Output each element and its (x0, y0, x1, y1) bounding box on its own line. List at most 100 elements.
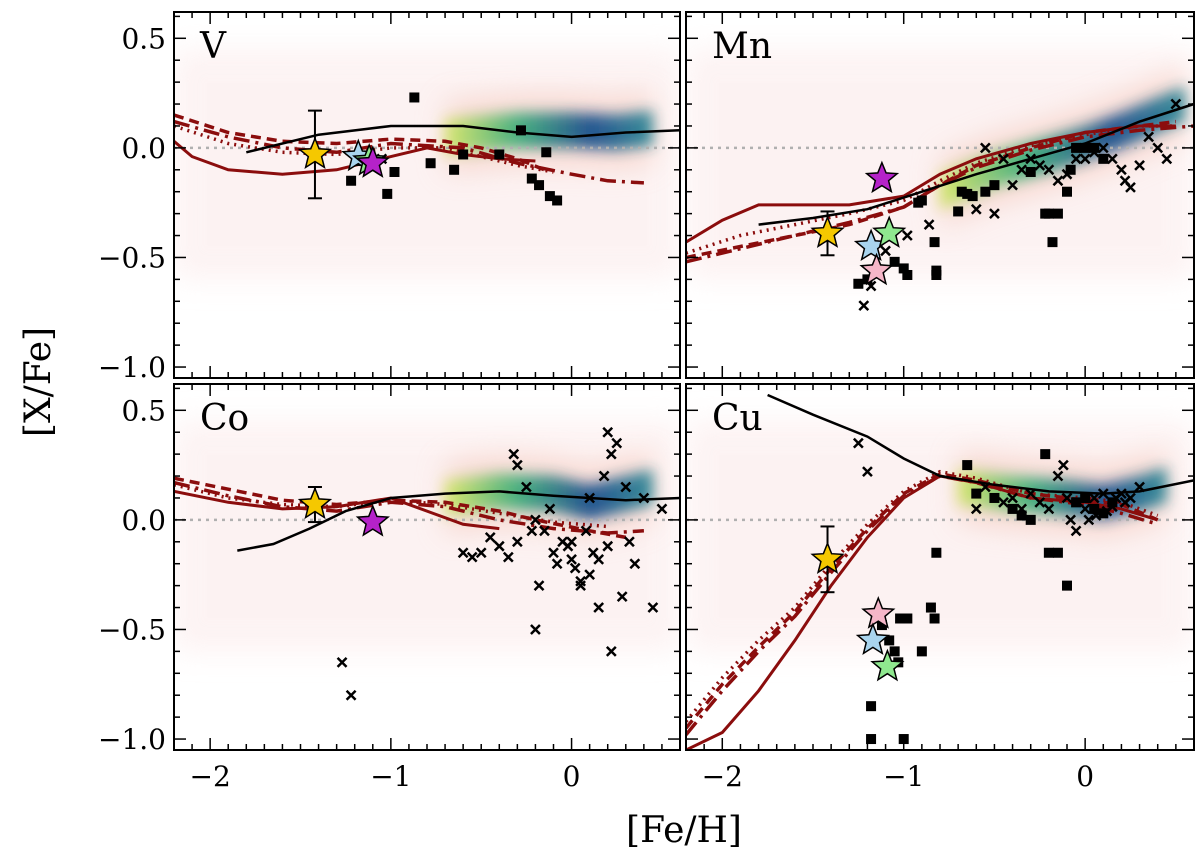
square-point (962, 188, 973, 199)
star-marker (297, 136, 333, 170)
cross-point (584, 569, 596, 581)
model-solid-line (686, 124, 1176, 244)
cross-point (638, 492, 650, 504)
square-point (1080, 492, 1091, 503)
cross-point (970, 203, 982, 215)
cross-point (1061, 492, 1073, 504)
cross-point (1143, 131, 1155, 143)
square-point (884, 635, 895, 646)
square-point (916, 195, 927, 206)
square-point (552, 195, 563, 206)
square-point (929, 613, 940, 624)
model-dashed-line (174, 476, 627, 540)
star-marker (870, 648, 905, 682)
cross-point (1007, 492, 1018, 504)
cross-point (345, 689, 357, 701)
square-point (989, 180, 1000, 191)
square-point (953, 206, 964, 217)
square-point (346, 175, 357, 186)
cross-point (998, 153, 1009, 165)
reference-line (758, 102, 1194, 226)
square-point (544, 191, 555, 202)
panel-label-cu: Cu (712, 398, 763, 439)
cross-point (1034, 496, 1046, 508)
star-marker (872, 215, 907, 248)
cross-point (880, 245, 891, 257)
square-point (534, 180, 545, 191)
square-point (1098, 153, 1109, 164)
cross-point (526, 525, 538, 537)
square-point (898, 263, 909, 274)
star-marker (355, 145, 390, 178)
cross-point (1088, 492, 1100, 504)
cross-point (539, 525, 550, 537)
x-tick-label: −1 (883, 760, 924, 793)
cross-point (1043, 164, 1055, 176)
square-point (916, 646, 927, 657)
cross-point (566, 536, 577, 548)
model-dotted-line (174, 124, 554, 174)
cross-point (1110, 492, 1122, 504)
square-point (931, 547, 942, 558)
cross-point (616, 591, 628, 602)
cross-point (1079, 153, 1091, 165)
star-marker (855, 622, 891, 656)
star-marker (355, 504, 390, 537)
cross-point (1079, 503, 1091, 515)
cross-point (1083, 514, 1095, 526)
model-dashdot-line (686, 474, 1159, 736)
cross-point (1065, 514, 1077, 526)
square-point (866, 701, 877, 712)
cross-point (852, 437, 864, 449)
cross-point (1125, 181, 1136, 193)
x-tick-label: −1 (370, 760, 411, 793)
square-point (1043, 208, 1054, 219)
square-point (1043, 547, 1054, 558)
density-core (445, 110, 653, 155)
square-point (449, 164, 460, 175)
model-dashed-line (174, 113, 546, 172)
model-dashed-line (686, 472, 1159, 730)
cross-point (1097, 488, 1109, 499)
square-point (902, 613, 913, 624)
y-tick-label: 0.5 (121, 22, 166, 55)
cross-point (1134, 160, 1145, 171)
cross-point (1061, 168, 1073, 180)
cross-point (551, 558, 563, 570)
cross-point (580, 525, 592, 537)
cross-point (629, 558, 641, 570)
y-tick-label: 0.0 (121, 132, 166, 165)
model-dashdot-line (174, 119, 645, 185)
cross-point (1016, 503, 1028, 515)
cross-point (602, 540, 614, 552)
y-tick-label: 0.0 (121, 504, 166, 537)
star-marker (810, 215, 845, 248)
cross-point (1161, 153, 1173, 165)
cross-point (1090, 510, 1102, 521)
y-tick-label: 0.5 (121, 394, 166, 427)
cross-point (605, 645, 617, 657)
cross-point (602, 426, 614, 438)
square-point (1025, 166, 1036, 177)
square-point (541, 147, 552, 158)
cross-point (530, 624, 541, 635)
square-point (1071, 142, 1082, 153)
cross-point (544, 503, 556, 515)
cross-point (656, 503, 668, 515)
panel-mn-plot-area (686, 49, 1194, 312)
square-point (962, 460, 973, 471)
cross-point (1034, 160, 1046, 171)
square-point (1025, 514, 1036, 525)
cross-point (979, 481, 991, 493)
square-point (989, 492, 1000, 503)
cross-point (611, 437, 623, 449)
square-point (1062, 186, 1072, 197)
cross-point (533, 580, 545, 592)
cross-point (1052, 470, 1064, 482)
cross-point (1007, 179, 1018, 191)
panel-label-v: V (199, 26, 227, 67)
cross-point (989, 208, 1000, 220)
cross-point (521, 481, 532, 493)
cross-point (511, 459, 523, 471)
